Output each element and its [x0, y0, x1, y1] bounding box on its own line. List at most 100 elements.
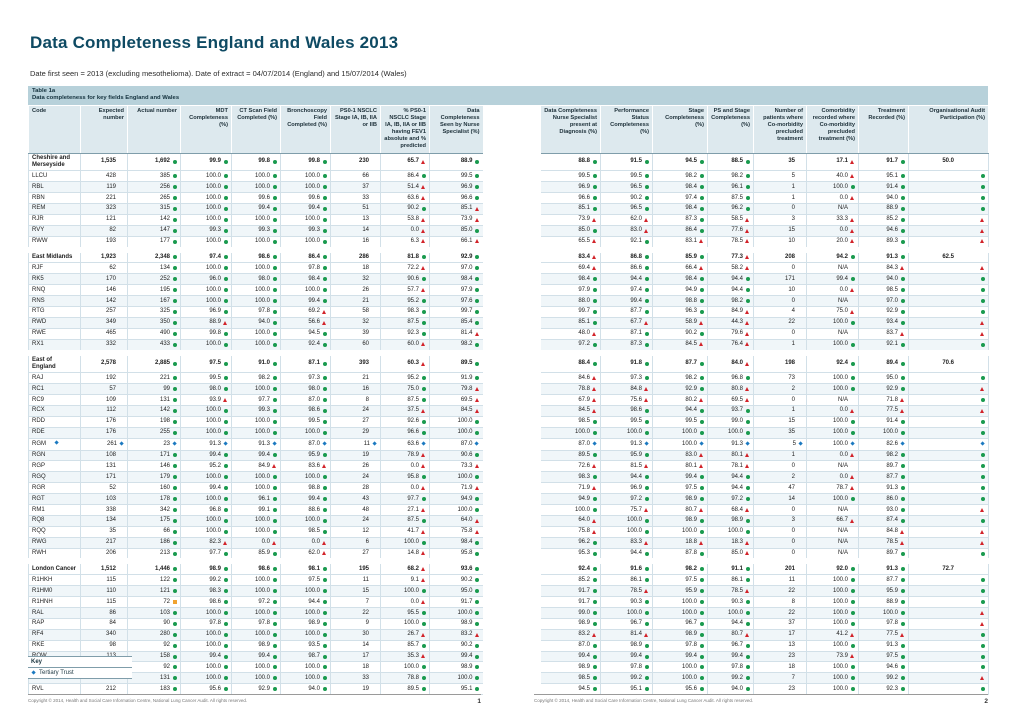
- cell-value: 100.0: [304, 517, 320, 524]
- cell-value: 94.0: [886, 275, 898, 282]
- cell: 96.5: [600, 181, 653, 194]
- red-triangle-icon: [421, 453, 426, 458]
- green-dot-icon: [699, 277, 704, 282]
- cell-value: 98.9: [685, 631, 697, 638]
- cell-value: 100.0: [205, 194, 221, 201]
- cell-value: 96.6: [578, 194, 590, 201]
- column-header: MDT Completeness (%): [180, 105, 232, 154]
- red-triangle-icon: [850, 174, 855, 179]
- cell: 0: [753, 460, 807, 473]
- cell-value: 96.6: [460, 194, 473, 201]
- cell-value: 100.0: [254, 663, 270, 670]
- cell-value: 98.4: [308, 275, 320, 282]
- green-dot-icon: [745, 676, 750, 681]
- cell-value: 170: [105, 275, 116, 282]
- blue-diamond-icon: [850, 442, 855, 447]
- cell: 97.7: [180, 547, 232, 559]
- cell: 100.0: [231, 338, 281, 351]
- green-dot-icon: [475, 589, 480, 594]
- cell-value: 58.2: [731, 264, 743, 271]
- green-dot-icon: [475, 610, 480, 615]
- cell-value: 97.4: [685, 194, 697, 201]
- cell-value: 175: [159, 517, 170, 524]
- cell: 98.5: [858, 284, 909, 297]
- cell: 91.7: [540, 585, 601, 598]
- cell-value: 1: [791, 452, 795, 459]
- page-gap: [482, 262, 541, 274]
- cell: 92.3: [858, 683, 909, 696]
- cell: 83.1: [652, 235, 708, 248]
- green-dot-icon: [900, 567, 905, 572]
- cell: 97.9: [429, 284, 483, 297]
- cell-value: 171: [105, 473, 116, 480]
- code-cell: RDE: [28, 426, 81, 439]
- trust-row-ral: RAL 86 103 100.0 100.0 100.0 22 95.5 100.0 99.0 10…: [28, 607, 989, 619]
- green-dot-icon: [745, 430, 750, 435]
- cell-value: N/A: [837, 539, 848, 546]
- cell-value: 90.2: [685, 330, 697, 337]
- green-dot-icon: [172, 687, 177, 692]
- green-dot-icon: [699, 497, 704, 502]
- cell: 76.4: [707, 338, 754, 351]
- cell: 99.3: [180, 224, 232, 237]
- cell: 87.0: [280, 394, 331, 406]
- cell-value: 96.2: [731, 205, 743, 212]
- cell: 96.9: [600, 482, 653, 495]
- cell: 100.0: [429, 607, 483, 619]
- code-cell: RBL: [28, 181, 81, 194]
- page-gap: [482, 284, 541, 296]
- cell: 35.3: [380, 650, 430, 663]
- column-header: CT Scan Field Completed (%): [231, 105, 281, 154]
- cell: 167: [127, 295, 181, 307]
- cell: 0.0: [806, 284, 859, 297]
- cell-value: 100.0: [254, 385, 270, 392]
- cell: 98.3: [380, 305, 430, 318]
- cell-value: 142: [159, 407, 170, 414]
- cell: 90.6: [429, 449, 483, 462]
- cell-value: 5: [792, 440, 796, 447]
- green-dot-icon: [644, 665, 649, 670]
- cell-value: 95.0: [886, 374, 898, 381]
- cell: 94.6: [858, 661, 909, 674]
- cell: 160: [127, 482, 181, 495]
- cell-value: 78.5: [630, 587, 642, 594]
- cell-value: 94.4: [731, 473, 743, 480]
- green-dot-icon: [475, 567, 480, 572]
- code-cell: East of England: [28, 355, 81, 374]
- page-gap: [482, 607, 541, 619]
- cell-value: 97.7: [209, 550, 221, 557]
- cell: 41.2: [806, 628, 859, 641]
- trust-row-rgp: RGP 131 146 95.2 84.9 83.6 26 0.0 73.3 72.6 81.5 80…: [28, 460, 989, 473]
- green-dot-icon: [223, 196, 228, 201]
- cell: 60.0: [380, 338, 430, 351]
- red-triangle-icon: [644, 217, 649, 222]
- cell: 83.3: [600, 536, 653, 549]
- cell-value: 100.0: [681, 440, 697, 447]
- red-triangle-icon: [745, 320, 750, 325]
- cell-value: 142: [159, 216, 170, 223]
- cell: 80.7: [652, 504, 708, 516]
- cell-value: 98.2: [460, 341, 473, 348]
- cell-value: 91.3: [886, 642, 898, 649]
- green-dot-icon: [172, 342, 177, 347]
- cell-value: 87.5: [407, 319, 419, 326]
- cell: 99.4: [280, 493, 331, 505]
- green-dot-icon: [980, 687, 985, 692]
- green-dot-icon: [272, 376, 277, 381]
- cell: 100.0: [806, 683, 859, 696]
- cell: 94.0: [707, 683, 754, 696]
- green-dot-icon: [421, 475, 426, 480]
- green-dot-icon: [421, 376, 426, 381]
- green-dot-icon: [980, 497, 985, 502]
- green-dot-icon: [850, 376, 855, 381]
- cell-value: 97.8: [886, 620, 898, 627]
- cell-value: 100.0: [304, 631, 320, 638]
- cell-value: 98.9: [630, 642, 642, 649]
- code-cell: R1HKH: [28, 574, 81, 587]
- cell: 100.0: [180, 607, 232, 619]
- green-dot-icon: [172, 430, 177, 435]
- green-dot-icon: [223, 676, 228, 681]
- cell: 14.8: [380, 547, 430, 559]
- red-triangle-icon: [980, 621, 985, 626]
- red-triangle-icon: [421, 361, 426, 366]
